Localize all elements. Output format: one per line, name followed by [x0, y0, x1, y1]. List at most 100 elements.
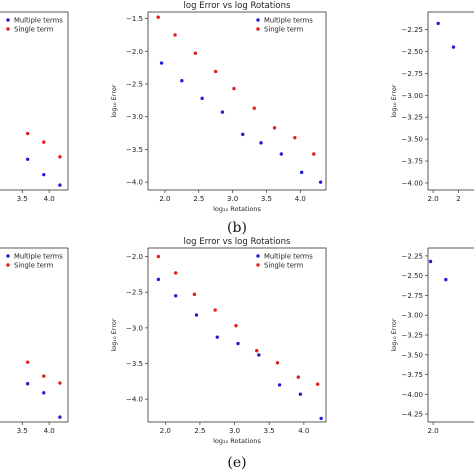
- chart-title: log Error vs log Rotations: [184, 1, 291, 11]
- single-term-point: [234, 324, 238, 328]
- y-tick-label: −4.0: [126, 396, 143, 404]
- chart-b-center: log Error vs log Rotations 2.0 2.5 3.0 3.5 4.…: [110, 1, 327, 213]
- legend-label: Single term: [264, 261, 304, 269]
- y-axis-label: log₁₀ Error: [110, 84, 118, 117]
- y-tick-label: −4.00: [402, 179, 423, 187]
- x-tick-label: 2.5: [194, 427, 205, 435]
- multiple-terms-point: [436, 21, 440, 26]
- single-term-point: [213, 308, 217, 312]
- y-tick-label: −3.50: [402, 136, 423, 144]
- y-tick-label: −3.00: [402, 92, 423, 100]
- y-tick-label: −2.50: [402, 272, 423, 280]
- single-term-point: [213, 69, 218, 74]
- y-tick-label: −4.00: [402, 391, 423, 399]
- multiple-terms-point: [257, 353, 261, 357]
- caption-top: (b): [227, 220, 247, 236]
- axes-frame: [147, 247, 327, 423]
- legend-label: Single term: [14, 261, 54, 269]
- x-tick-label: 4.0: [44, 427, 55, 435]
- multiple-terms-point: [215, 335, 219, 339]
- y-tick-label: −2.5: [126, 80, 143, 88]
- legend-marker: [6, 18, 10, 22]
- legend-label: Single term: [14, 25, 54, 33]
- single-term-point: [255, 348, 259, 353]
- single-term-point: [25, 360, 30, 364]
- multiple-terms-point: [58, 183, 62, 187]
- single-term-point: [275, 361, 280, 365]
- x-tick-label: 2.0: [428, 195, 439, 203]
- legend-label: Multiple terms: [14, 252, 63, 260]
- multiple-terms-point: [25, 157, 30, 162]
- multiple-terms-point: [58, 415, 62, 419]
- y-tick-label: −4.0: [126, 179, 143, 187]
- legend-marker: [6, 254, 10, 258]
- single-term-point: [174, 271, 178, 275]
- single-term-point: [25, 131, 30, 136]
- single-term-point: [293, 135, 297, 140]
- y-tick-label: −3.25: [402, 332, 423, 340]
- y-tick-label: −2.5: [126, 289, 143, 297]
- multiple-terms-point: [298, 392, 303, 396]
- legend-marker: [256, 254, 260, 258]
- multiple-terms-point: [428, 259, 433, 264]
- legend-label: Single term: [264, 25, 304, 33]
- multiple-terms-point: [194, 313, 199, 317]
- multiple-terms-point: [279, 152, 284, 156]
- single-term-point: [156, 15, 160, 19]
- multiple-terms-point: [25, 382, 30, 386]
- chart-title: log Error vs log Rotations: [184, 237, 291, 247]
- x-tick-label: 4.0: [298, 427, 309, 435]
- single-term-point: [42, 374, 46, 378]
- chart-e-center: log Error vs log Rotations 2.0 2.5 3.0 3.5 4.…: [110, 237, 327, 445]
- axes-frame: [0, 247, 69, 423]
- axes-frame: [427, 11, 474, 191]
- y-tick-label: −3.75: [402, 158, 423, 166]
- axes-frame: [427, 247, 474, 423]
- single-term-point: [58, 155, 62, 159]
- multiple-terms-point: [319, 416, 323, 421]
- single-term-point: [315, 382, 320, 386]
- y-tick-label: −3.0: [126, 324, 143, 332]
- y-tick-label: −2.0: [126, 253, 143, 261]
- single-term-point: [193, 51, 198, 55]
- legend-marker: [256, 18, 260, 22]
- x-tick-label: 2.0: [428, 427, 439, 435]
- legend-marker: [256, 263, 260, 267]
- multiple-terms-point: [444, 277, 448, 282]
- y-tick-label: −1.5: [126, 15, 143, 23]
- caption-bottom: (e): [227, 455, 246, 471]
- chart-e-right: 2.0 −2.25 −2.50 −2.75 −3.00 −3.25 −3.50 −3.75 −4…: [390, 247, 474, 435]
- single-term-point: [42, 140, 46, 144]
- y-tick-label: −2.25: [402, 26, 423, 34]
- y-tick-label: −2.50: [402, 48, 423, 56]
- multiple-terms-point: [318, 180, 323, 184]
- x-tick-label: 3.5: [261, 195, 272, 203]
- x-tick-label: 2.0: [160, 427, 171, 435]
- y-tick-label: −4.25: [402, 411, 423, 419]
- multiple-terms-point: [159, 61, 164, 65]
- y-tick-label: −3.0: [126, 113, 143, 121]
- multiple-terms-point: [299, 170, 304, 175]
- legend-marker: [6, 27, 10, 31]
- legend-marker: [256, 27, 260, 31]
- x-tick-label: 3.0: [229, 427, 240, 435]
- y-tick-label: −2.75: [402, 292, 423, 300]
- multiple-terms-point: [451, 45, 456, 49]
- y-tick-label: −3.5: [126, 146, 143, 154]
- multiple-terms-point: [277, 383, 282, 387]
- single-term-point: [232, 86, 236, 91]
- single-term-point: [58, 381, 62, 385]
- y-tick-label: −2.25: [402, 252, 423, 260]
- multiple-terms-point: [200, 96, 204, 101]
- multiple-terms-point: [259, 141, 263, 145]
- x-tick-label: 3.0: [227, 195, 238, 203]
- single-term-point: [296, 375, 300, 379]
- legend-label: Multiple terms: [264, 252, 313, 260]
- single-term-point: [312, 152, 316, 156]
- legend-marker: [6, 263, 10, 267]
- x-tick-label: 4.0: [295, 195, 306, 203]
- multiple-terms-point: [236, 341, 240, 346]
- chart-b-right: 2.0 2 −2.25 −2.50 −2.75 −3.00 −3.25 −3.50 −3.75 −…: [390, 11, 474, 203]
- single-term-point: [192, 292, 197, 297]
